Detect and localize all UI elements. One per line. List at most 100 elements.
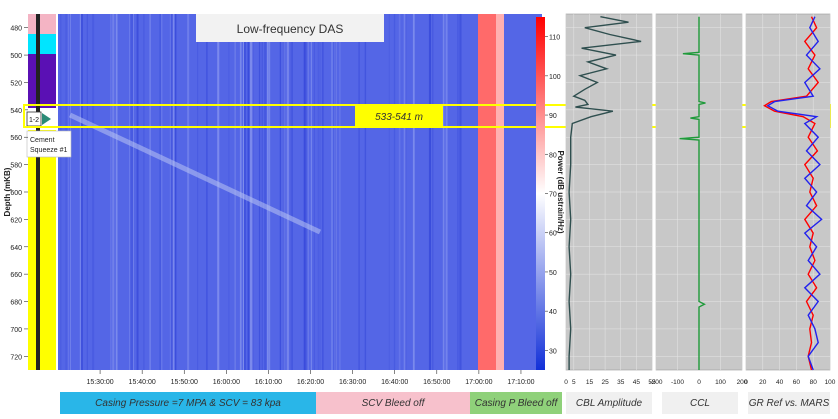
track-tick-label: 5 — [572, 379, 576, 386]
heatmap-streak — [283, 14, 286, 370]
annotation-box — [26, 130, 72, 158]
depth-tick-label: 620 — [10, 217, 22, 224]
heatmap-streak — [303, 14, 305, 370]
track-tick-label: 35 — [617, 379, 625, 386]
track-tick-label: 60 — [793, 379, 801, 386]
heatmap-streak — [112, 14, 115, 370]
das-bleed-band — [478, 14, 496, 370]
zone-label-box — [355, 105, 443, 127]
colorbar-label: Power (dB ustrain/Hz) — [556, 150, 565, 233]
track-tick-label: 0 — [697, 379, 701, 386]
heatmap-streak — [442, 14, 445, 370]
heatmap-streak — [264, 14, 266, 370]
annotation-line2: Squeeze #1 — [30, 147, 67, 154]
heatmap-streak — [239, 14, 242, 370]
time-tick-label: 17:00:00 — [465, 379, 492, 386]
heatmap-streak — [290, 14, 292, 370]
track-panel: 0 5 15 25 35 45 55 — [564, 13, 656, 386]
time-tick-label: 16:40:00 — [381, 379, 408, 386]
heatmap-streak — [171, 14, 174, 370]
heatmap-streak — [432, 14, 434, 370]
time-tick-label: 15:50:00 — [171, 379, 198, 386]
colorbar-tick-label: 80 — [549, 152, 557, 159]
track-tick-label: 15 — [586, 379, 594, 386]
heatmap-streak — [333, 14, 335, 370]
heatmap-streak — [393, 14, 396, 370]
track-tick-label: 100 — [715, 379, 726, 386]
track-title: GR Ref vs. MARS — [748, 392, 830, 414]
chart-title: Low-frequency DAS — [237, 22, 344, 36]
track-series-line — [766, 16, 823, 371]
track-tick-label: 80 — [810, 379, 818, 386]
depth-strip-cyan — [28, 34, 56, 54]
colorbar — [536, 17, 545, 370]
depth-tick-label: 600 — [10, 190, 22, 197]
heatmap-streak — [388, 14, 390, 370]
depth-tick-label: 540 — [10, 108, 22, 115]
heatmap-streak — [428, 14, 431, 370]
heatmap-streak — [110, 14, 112, 370]
time-tick-label: 17:10:00 — [507, 379, 534, 386]
heatmap-streak — [247, 14, 250, 370]
depth-strip-pink — [28, 14, 56, 34]
time-axis: 15:30:00 15:40:00 15:50:00 16:00:00 16:10:00… — [86, 370, 535, 386]
annotation-line1: Cement — [30, 137, 55, 144]
depth-tick-label: 580 — [10, 163, 22, 170]
heatmap-streak — [335, 14, 337, 370]
heatmap-streak — [136, 14, 139, 370]
track-tick-label: 45 — [633, 379, 641, 386]
heatmap-streak — [115, 14, 118, 370]
colorbar-tick-label: 30 — [549, 348, 557, 355]
heatmap-streak — [60, 14, 62, 370]
heatmap-streak — [133, 14, 134, 370]
heatmap-streak — [70, 14, 71, 370]
heatmap-streak — [161, 14, 163, 370]
heatmap-streak — [258, 14, 261, 370]
heatmap-streak — [267, 14, 269, 370]
heatmap-streak — [244, 14, 246, 370]
heatmap-streak — [249, 14, 252, 370]
track-panel: -200 -100 0 100 200 — [649, 13, 748, 386]
time-tick-label: 15:30:00 — [86, 379, 113, 386]
heatmap-streak — [86, 14, 88, 370]
depth-tick-label: 480 — [10, 26, 22, 33]
heatmap-streak — [319, 14, 321, 370]
time-tick-label: 16:20:00 — [297, 379, 324, 386]
heatmap-streak — [175, 14, 177, 370]
time-tick-label: 16:30:00 — [339, 379, 366, 386]
track-tick-label: -200 — [649, 379, 662, 386]
colorbar-axis: 30 40 50 60 70 80 90 100 110 — [545, 35, 561, 355]
heatmap-streak — [334, 14, 335, 370]
heatmap-streak — [305, 14, 307, 370]
colorbar-tick-label: 100 — [549, 74, 561, 81]
heatmap-streak — [250, 14, 253, 370]
heatmap-streak — [317, 14, 319, 370]
heatmap-streak — [172, 14, 175, 370]
colorbar-tick-label: 70 — [549, 192, 557, 199]
heatmap-streak — [310, 14, 312, 370]
heatmap-streak — [261, 14, 263, 370]
time-tick-label: 16:50:00 — [423, 379, 450, 386]
colorbar-tick-label: 60 — [549, 231, 557, 238]
track-tick-label: 20 — [759, 379, 767, 386]
heatmap-streak — [313, 14, 315, 370]
heatmap-streak — [169, 14, 171, 370]
heatmap-streak — [364, 14, 367, 370]
depth-tick-label: 640 — [10, 245, 22, 252]
heatmap-streak — [304, 14, 306, 370]
heatmap-streak — [457, 14, 459, 370]
zone-label: 533-541 m — [375, 112, 423, 123]
depth-strip-marker — [36, 14, 40, 370]
depth-tick-label: 520 — [10, 80, 22, 87]
title-box — [196, 14, 384, 42]
heatmap-streak — [130, 14, 131, 370]
track-tick-label: 0 — [744, 379, 748, 386]
heatmap-streak — [268, 14, 271, 370]
heatmap-streak — [286, 14, 289, 370]
heatmap-streak — [307, 14, 309, 370]
heatmap-streak — [130, 14, 134, 370]
heatmap-streak — [68, 14, 70, 370]
time-tick-label: 16:00:00 — [213, 379, 240, 386]
